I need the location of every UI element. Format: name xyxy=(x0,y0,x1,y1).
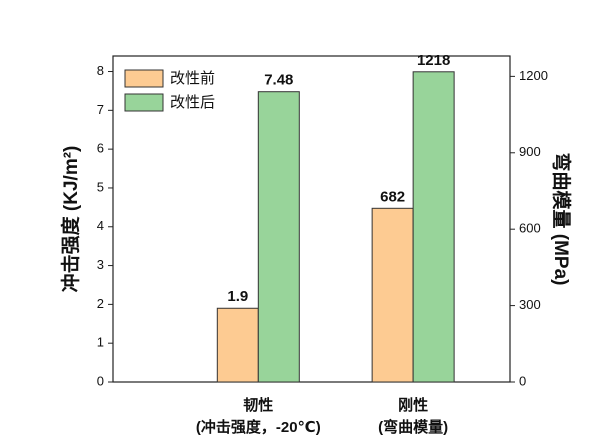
x-tick-label: 刚性 xyxy=(398,396,428,414)
legend-swatch xyxy=(124,93,164,112)
legend-label: 改性后 xyxy=(170,94,215,111)
bar xyxy=(371,207,414,383)
y-tick-label: 0 xyxy=(97,373,104,388)
y2-tick-label: 300 xyxy=(519,297,541,312)
x-tick-label: (冲击强度，-20℃) xyxy=(196,418,321,436)
x-tick-label: 韧性 xyxy=(243,396,273,414)
y-tick-label: 1 xyxy=(97,335,104,350)
y-tick-label: 6 xyxy=(97,141,104,156)
value-label: 1.9 xyxy=(227,288,248,305)
bar xyxy=(257,91,300,383)
y-tick-label: 5 xyxy=(97,179,104,194)
bar xyxy=(216,307,259,383)
y2-tick-label: 1200 xyxy=(519,68,548,83)
plot-frame xyxy=(112,55,511,383)
bar xyxy=(412,71,455,383)
y2-tick-label: 0 xyxy=(519,373,526,388)
y-axis-label: 冲击强度 (KJ/m²) xyxy=(59,146,82,293)
y2-tick-label: 900 xyxy=(519,144,541,159)
value-label: 682 xyxy=(380,188,405,205)
y2-axis-label: 弯曲模量 (MPa) xyxy=(550,152,573,285)
y-tick-label: 2 xyxy=(97,296,104,311)
legend-swatch xyxy=(124,69,164,88)
value-label: 1218 xyxy=(417,52,450,69)
x-tick-label: (弯曲模量) xyxy=(378,418,448,436)
y-tick-label: 4 xyxy=(97,218,104,233)
value-label: 7.48 xyxy=(264,72,293,89)
y-tick-label: 8 xyxy=(97,63,104,78)
y-tick-label: 3 xyxy=(97,257,104,272)
y-tick-label: 7 xyxy=(97,102,104,117)
legend-label: 改性前 xyxy=(170,70,215,87)
y2-tick-label: 600 xyxy=(519,221,541,236)
